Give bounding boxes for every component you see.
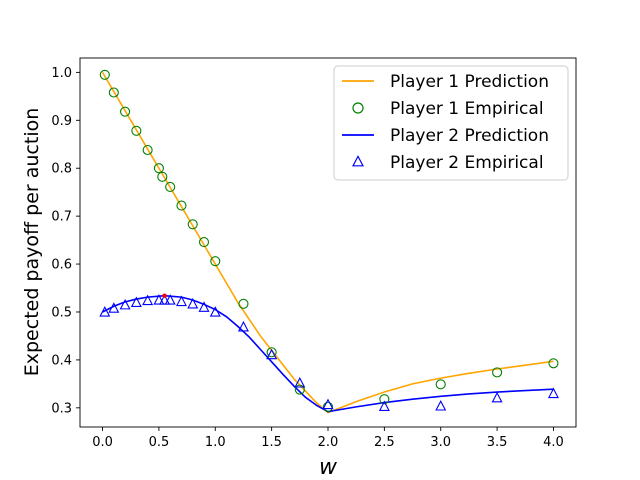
- player-2-empirical-point: [491, 391, 503, 403]
- player-1-empirical-point: [322, 401, 334, 412]
- series-lines-group: [101, 71, 554, 414]
- player-1-empirical-point: [198, 236, 210, 248]
- x-tick-label: 1.0: [205, 435, 226, 450]
- x-tick-label: 0.0: [92, 435, 113, 450]
- x-tick-label: 3.0: [430, 435, 451, 450]
- player-1-empirical-point: [165, 181, 176, 192]
- player-2-prediction-legend-label: Player 2 Prediction: [390, 126, 549, 146]
- player-1-empirical-point: [187, 219, 198, 230]
- player-1-empirical-point: [435, 379, 446, 390]
- player-1-empirical-point: [379, 394, 390, 405]
- player-2-empirical-point: [294, 377, 306, 388]
- player-1-empirical-point: [142, 144, 153, 156]
- player-2-empirical-point: [142, 294, 154, 306]
- player-1-empirical-point: [108, 87, 119, 98]
- y-tick-label: 0.8: [51, 162, 72, 177]
- player-2-empirical-point: [153, 294, 165, 305]
- player-2-empirical-point: [547, 387, 559, 399]
- player-1-empirical-point: [294, 384, 305, 395]
- player-1-empirical-point: [157, 171, 168, 182]
- series-markers-group: [99, 69, 559, 412]
- y-tick-label: 0.7: [51, 210, 72, 225]
- player-2-empirical-point: [378, 400, 390, 412]
- y-tick-label: 0.3: [51, 401, 72, 416]
- y-tick-label: 0.4: [51, 353, 72, 368]
- player-1-empirical-point: [492, 367, 503, 378]
- player-1-empirical-point: [99, 69, 110, 80]
- player-1-empirical-point: [210, 256, 221, 267]
- player-2-empirical-point: [108, 302, 120, 313]
- player-2-empirical-point: [198, 301, 210, 312]
- player-1-empirical-point: [548, 358, 559, 369]
- player-1-prediction-legend-label: Player 1 Prediction: [390, 72, 549, 92]
- ticks-group: 0.0 0.5 1.0 1.5 2.0 2.5 3.0 3.5 4.0 0.3 0.4 0.5 0.6 0…: [51, 66, 563, 450]
- player-2-empirical-legend-swatch: [352, 155, 364, 167]
- player-2-empirical-point: [322, 398, 334, 410]
- player-2-empirical-point: [209, 306, 221, 317]
- player-2-prediction-line: [102, 294, 554, 413]
- player-2-empirical-point: [187, 297, 199, 309]
- player-1-empirical-point: [153, 163, 164, 174]
- y-tick-label: 1.0: [51, 66, 72, 81]
- player-1-empirical-legend-swatch: [352, 102, 364, 114]
- highlight-point: [162, 293, 167, 298]
- player-2-empirical-point: [435, 400, 447, 411]
- player-2-empirical-point: [119, 298, 131, 310]
- player-1-prediction-line: [101, 71, 554, 414]
- player-2-empirical-point: [99, 306, 111, 317]
- player-1-empirical-point: [176, 200, 187, 211]
- legend-box: [333, 65, 569, 181]
- player-2-empirical-point: [164, 294, 176, 305]
- x-tick-label: 3.5: [487, 435, 508, 450]
- x-tick-label: 4.0: [543, 435, 564, 450]
- x-axis-label: w: [319, 455, 338, 480]
- legend: Player 1 Prediction Player 1 Empirical Pla…: [333, 65, 569, 181]
- player-2-empirical-legend-label: Player 2 Empirical: [390, 153, 544, 173]
- player-2-empirical-point: [159, 294, 171, 305]
- player-2-empirical-point: [266, 348, 278, 360]
- player-2-empirical-point: [175, 295, 187, 307]
- player-1-empirical-point: [266, 347, 277, 358]
- x-tick-label: 2.5: [374, 435, 395, 450]
- x-tick-label: 1.5: [261, 435, 282, 450]
- y-tick-label: 0.6: [51, 258, 72, 273]
- x-tick-label: 0.5: [149, 435, 170, 450]
- y-tick-label: 0.5: [51, 305, 72, 320]
- player-1-empirical-legend-label: Player 1 Empirical: [390, 99, 544, 119]
- player-1-empirical-point: [131, 125, 142, 136]
- player-2-empirical-point: [130, 296, 142, 308]
- player-1-empirical-point: [120, 106, 131, 117]
- player-1-empirical-point: [238, 298, 249, 309]
- player-2-empirical-point: [237, 320, 249, 332]
- y-axis-label: Expected payoff per auction: [21, 108, 43, 377]
- x-tick-label: 2.0: [318, 435, 339, 450]
- y-tick-label: 0.9: [51, 114, 72, 129]
